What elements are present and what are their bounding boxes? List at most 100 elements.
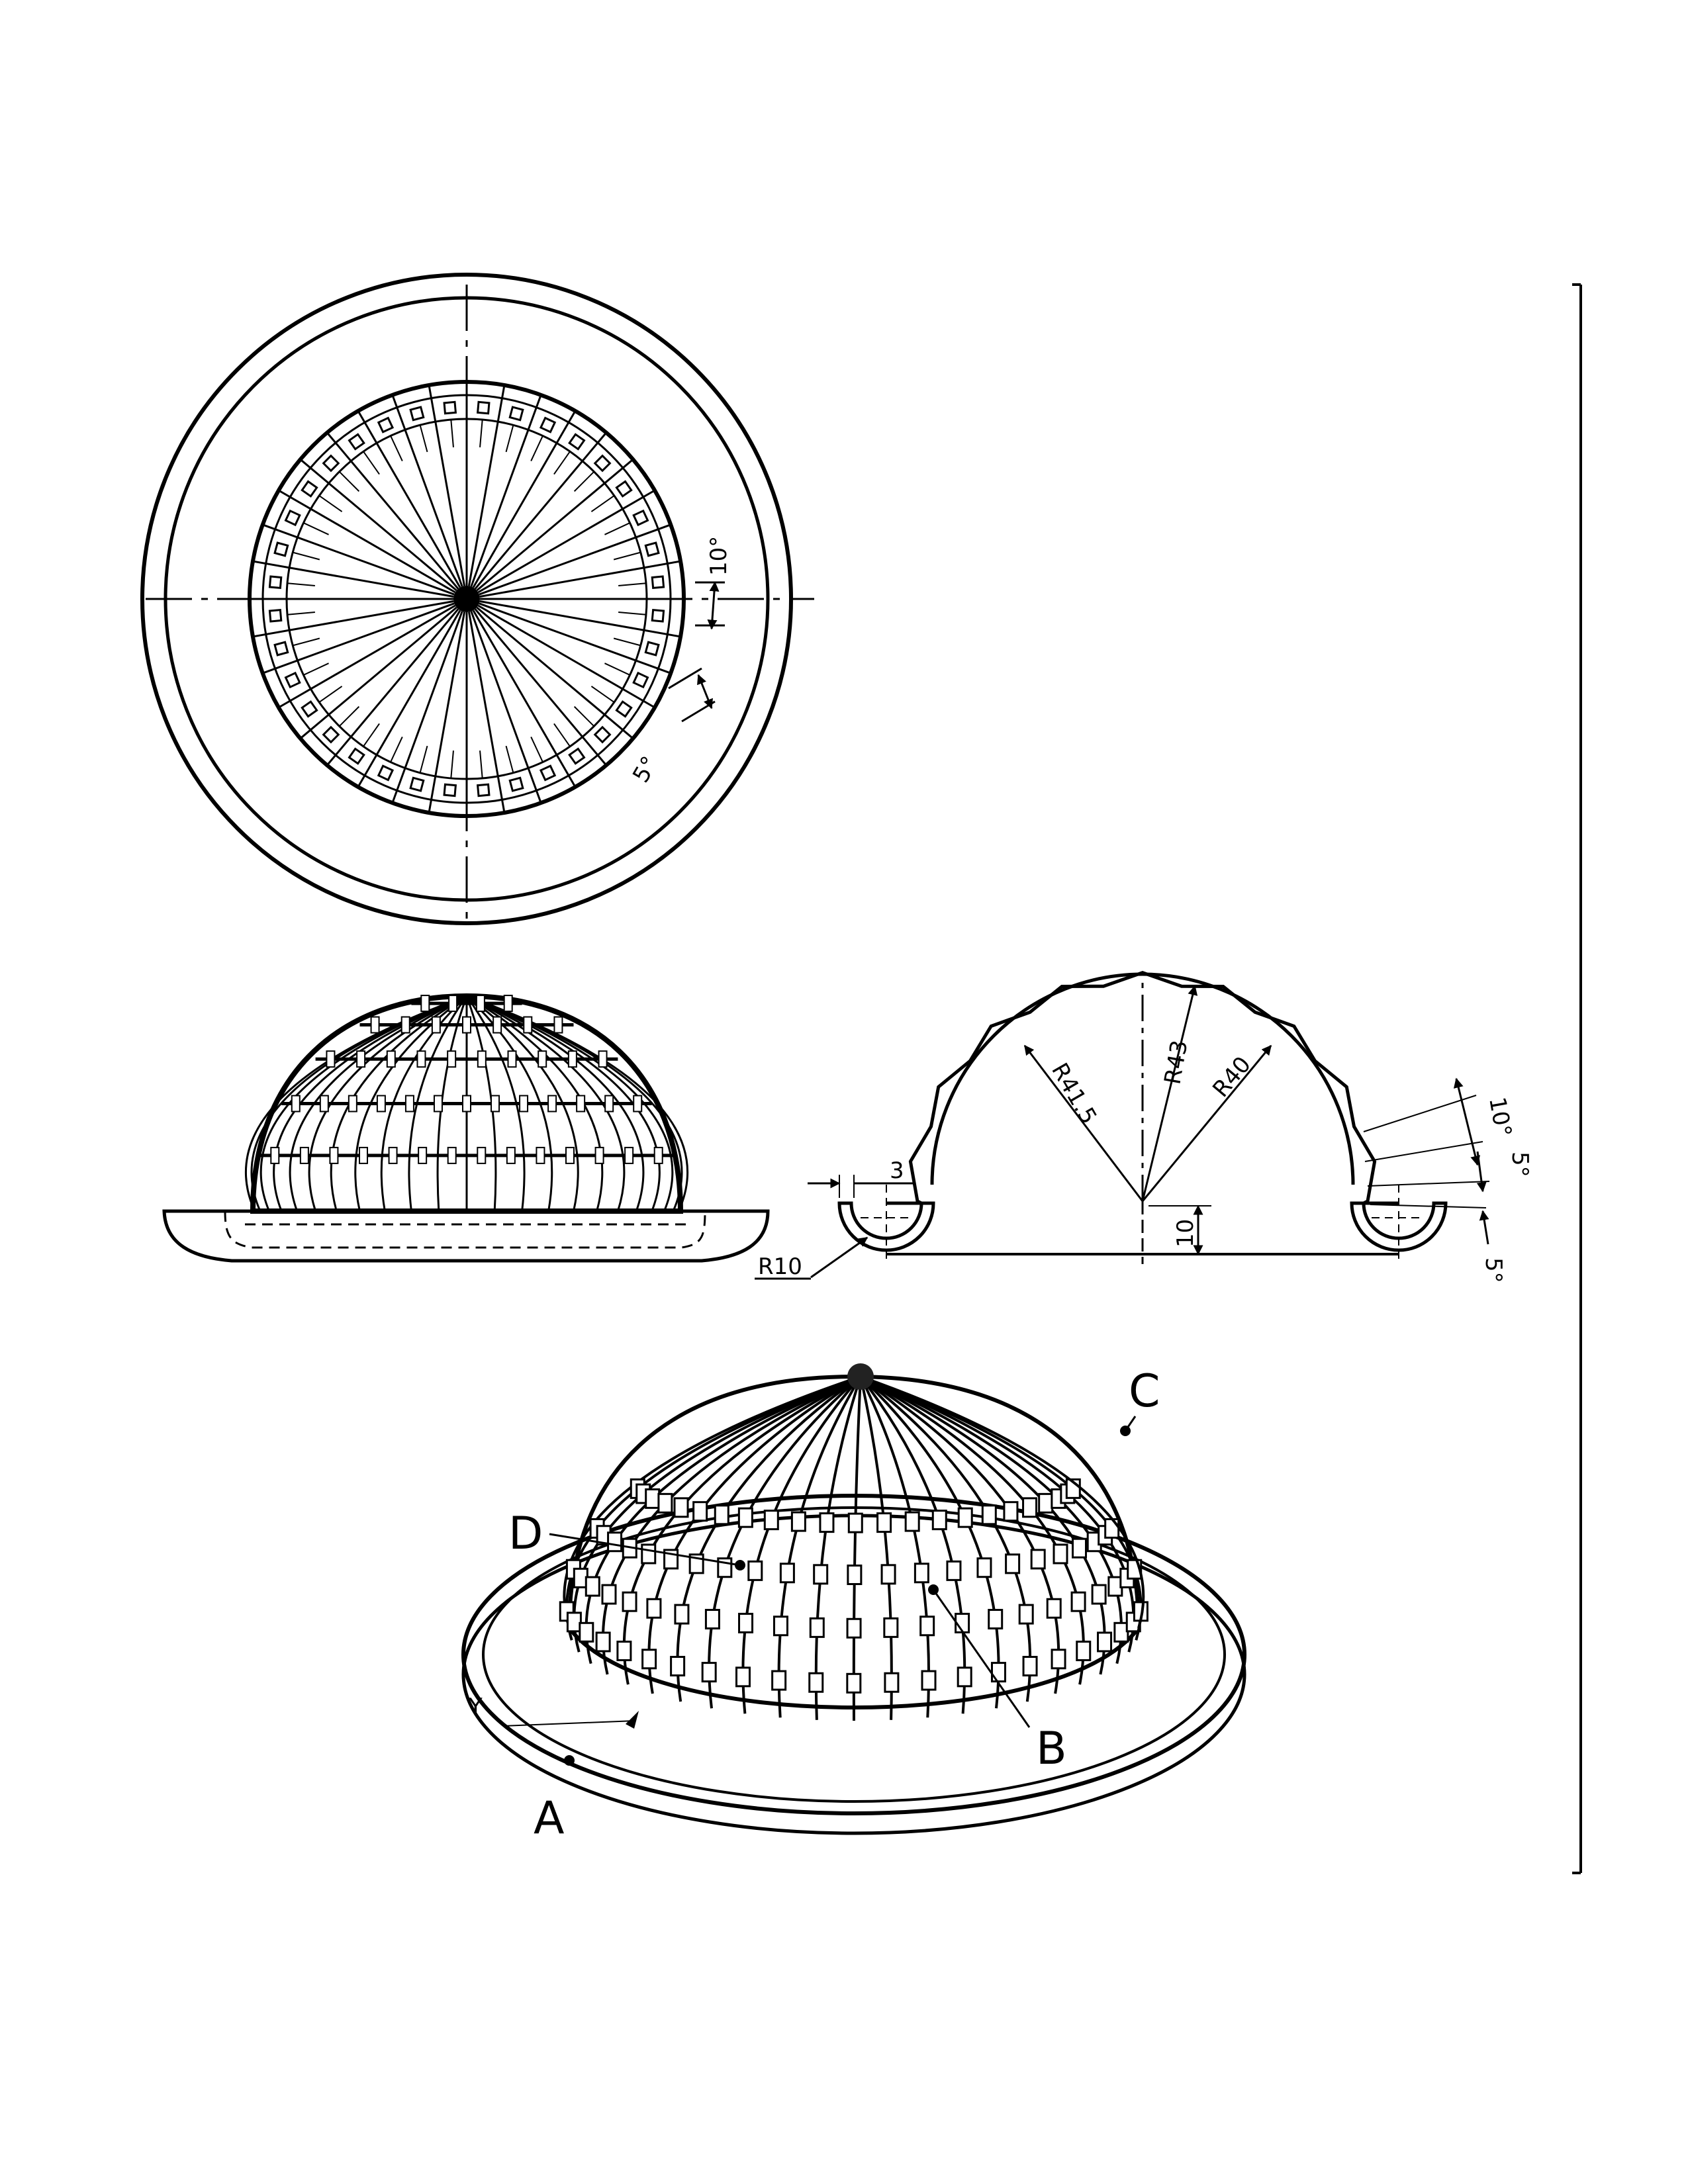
radius-label-r43: R43	[1159, 1038, 1193, 1087]
side-tier-block	[594, 1146, 604, 1164]
iso-rib	[859, 1375, 1000, 1709]
top-rib	[467, 612, 506, 813]
leader-d	[549, 1533, 741, 1567]
side-tier-block	[538, 1050, 547, 1068]
side-tier-block	[319, 1095, 329, 1113]
top-rib	[262, 523, 455, 596]
iso-rib-block	[976, 1557, 992, 1578]
iso-rib-block	[674, 1604, 690, 1625]
radius-label-r41-5: R41.5	[1046, 1059, 1102, 1129]
side-tier-block	[348, 1095, 357, 1113]
section-view: R41.5 R43 R40 R10 3 10 10° 5° 5°	[755, 971, 1533, 1283]
point-label-a: A	[534, 1792, 565, 1844]
iso-rib	[860, 1375, 1135, 1653]
radius-line-r40	[1141, 1044, 1272, 1202]
top-rib-block	[377, 764, 395, 782]
right-cup	[1350, 1201, 1448, 1252]
iso-rib-block	[641, 1543, 657, 1565]
side-tier-block	[447, 1146, 457, 1164]
top-rib-block	[443, 400, 457, 415]
top-rib-tick	[419, 745, 428, 773]
base-plate	[162, 1209, 770, 1263]
iso-rib-block	[1022, 1497, 1038, 1518]
iso-rib	[859, 1375, 1032, 1702]
side-tier-block	[420, 995, 430, 1013]
top-rib-tick	[553, 451, 571, 475]
iso-rib	[860, 1375, 1123, 1664]
iso-rib-block	[884, 1672, 900, 1693]
side-rib-group	[244, 995, 689, 1212]
top-rib-block	[322, 454, 340, 473]
iso-rib-block	[641, 1649, 657, 1670]
top-rib-block	[539, 416, 557, 433]
top-rib-block	[508, 776, 524, 792]
side-tier-block	[433, 1095, 443, 1113]
top-rib	[472, 410, 577, 588]
iso-rib-block	[880, 1564, 896, 1585]
top-rib-tick	[530, 737, 543, 762]
side-rib	[408, 995, 468, 1212]
top-rib-block	[409, 776, 425, 792]
top-rib-tick	[318, 686, 343, 703]
top-rib-block	[476, 783, 491, 797]
iso-rib	[859, 1376, 931, 1718]
top-rib	[326, 432, 459, 590]
iso-rib-block	[1076, 1641, 1092, 1662]
top-rib	[467, 385, 506, 586]
iso-rib-block	[692, 1501, 708, 1522]
side-tier-block	[356, 1050, 366, 1068]
top-rib-block	[348, 433, 365, 451]
top-rib	[476, 459, 634, 592]
side-tier-block	[491, 1095, 500, 1113]
iso-rib-block	[904, 1511, 920, 1532]
top-rib-tick	[338, 705, 360, 727]
top-rib-tick	[530, 435, 543, 461]
iso-rib	[647, 1375, 862, 1694]
side-rib	[466, 995, 626, 1212]
iso-rib	[777, 1375, 862, 1718]
top-rib-tick	[390, 737, 403, 762]
iso-rib-block	[819, 1512, 835, 1533]
iso-rib-block	[790, 1511, 806, 1532]
top-rib	[262, 602, 455, 674]
side-tier-block	[400, 1016, 410, 1034]
radius-label-r40: R40	[1207, 1052, 1256, 1103]
iso-rib-block	[919, 1615, 935, 1637]
top-rib-tick	[618, 612, 647, 615]
top-rib-tick	[604, 522, 630, 535]
iso-rib	[860, 1375, 1106, 1675]
iso-rib-block	[657, 1492, 673, 1514]
iso-rib	[859, 1375, 966, 1714]
top-rib	[428, 385, 466, 586]
iso-rib-block	[1022, 1656, 1038, 1677]
top-rib	[479, 560, 681, 598]
top-rib-tick	[293, 637, 320, 647]
top-rib	[479, 523, 671, 596]
side-tier-block	[370, 1016, 380, 1034]
side-tier-block	[576, 1095, 586, 1113]
iso-rib-block	[670, 1656, 686, 1677]
side-tier-block	[553, 1016, 563, 1034]
iso-rib-block	[737, 1507, 753, 1528]
top-rib-block	[568, 433, 586, 451]
top-rib-block	[348, 747, 365, 765]
iso-rib-block	[616, 1641, 632, 1662]
top-rib-block	[301, 480, 318, 498]
top-rib-block	[593, 725, 612, 744]
angle-label-10-section: 10°	[1483, 1095, 1517, 1139]
point-label-c: C	[1129, 1365, 1160, 1418]
top-rib-tick	[318, 495, 343, 512]
top-rib-tick	[505, 425, 514, 453]
top-rib-block	[322, 725, 340, 744]
dimension-label-10: 10	[1172, 1219, 1199, 1248]
top-rib-block	[593, 454, 612, 473]
side-tier-block	[404, 1095, 414, 1113]
top-rib-tick	[604, 662, 630, 676]
iso-rib	[602, 1375, 861, 1675]
side-tier-block	[477, 1146, 487, 1164]
top-rib-block	[284, 509, 301, 527]
point-marker-a	[564, 1755, 575, 1766]
iso-rib-block	[747, 1560, 763, 1581]
side-tier-block	[291, 1095, 301, 1113]
iso-rib-block	[813, 1564, 829, 1585]
